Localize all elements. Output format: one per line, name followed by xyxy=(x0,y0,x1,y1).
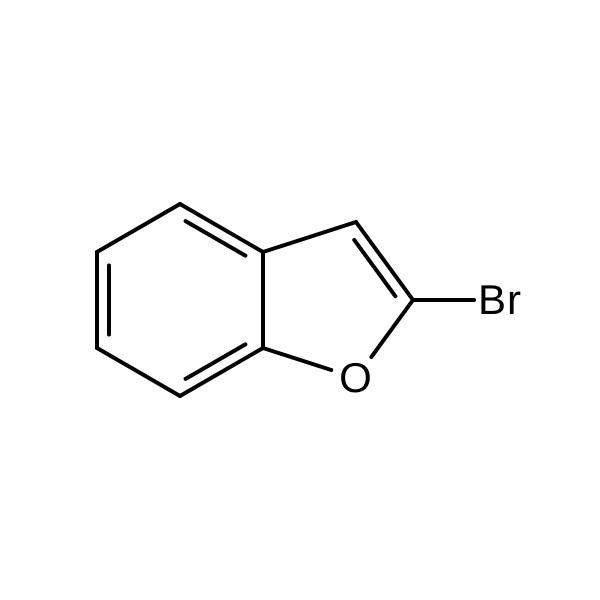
structure-canvas: O Br xyxy=(0,0,600,600)
o-label: O xyxy=(339,354,373,402)
br-label: Br xyxy=(478,276,522,324)
